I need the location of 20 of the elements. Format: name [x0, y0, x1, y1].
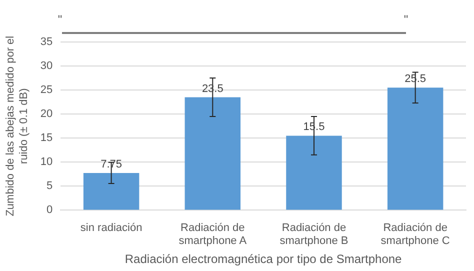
- bar: [83, 172, 140, 210]
- y-axis-title: Zumbido de las abejas medido por el ruido (± 0.1 dB): [4, 36, 30, 216]
- y-tick-label: 5: [46, 180, 53, 192]
- x-axis-title: Radiación electromagnética por tipo de Smartphone: [124, 252, 402, 266]
- x-tick-label: Radiación de smartphone C: [380, 222, 450, 248]
- y-tick-label: 30: [40, 60, 53, 72]
- x-tick-label: sin radiación: [80, 222, 142, 234]
- text: ": [58, 12, 62, 26]
- y-tick-label: 10: [40, 156, 53, 168]
- bar: [286, 136, 342, 210]
- x-tick-label: Radiación de smartphone A: [178, 222, 248, 248]
- y-tick-label: 0: [46, 204, 53, 216]
- y-tick-label: 20: [40, 108, 53, 120]
- x-tick-label: Radiación de smartphone B: [280, 222, 348, 248]
- bar: [387, 88, 444, 210]
- y-tick-label: 25: [40, 84, 53, 96]
- y-tick-label: 35: [40, 36, 53, 48]
- y-tick-label: 15: [40, 132, 53, 144]
- text: ": [404, 12, 408, 26]
- bar: [184, 97, 241, 210]
